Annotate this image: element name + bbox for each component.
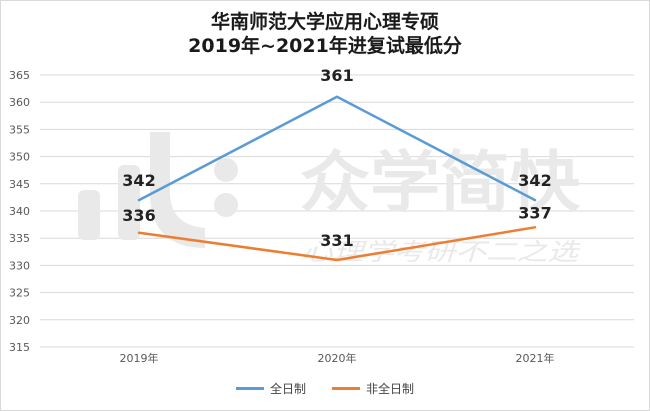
x-tick-label: 2020年 [318, 351, 357, 365]
watermark-logo-dot [214, 193, 238, 217]
data-label: 337 [518, 203, 551, 222]
y-tick-label: 350 [9, 151, 30, 164]
watermark-logo-hook [150, 132, 205, 248]
y-tick-label: 365 [9, 69, 30, 82]
legend-label-full-time: 全日制 [269, 382, 306, 396]
legend-swatch-full-time [235, 387, 264, 390]
legend-label-part-time: 非全日制 [366, 382, 415, 396]
watermark-logo-bar [118, 165, 140, 240]
y-tick-label: 335 [9, 232, 30, 245]
data-label: 342 [518, 171, 551, 190]
x-tick-label: 2019年 [120, 351, 159, 365]
watermark-logo-bar [78, 190, 100, 240]
series-line-1 [137, 226, 537, 262]
legend-item-full-time[interactable]: 全日制 [235, 380, 306, 397]
legend-item-part-time[interactable]: 非全日制 [332, 380, 414, 397]
series-line-0 [137, 95, 537, 202]
data-label: 361 [320, 66, 353, 85]
y-tick-label: 320 [9, 314, 30, 327]
y-tick-label: 325 [9, 287, 30, 300]
y-tick-label: 355 [9, 123, 30, 136]
y-tick-label: 360 [9, 96, 30, 109]
watermark-logo-dot [214, 158, 238, 182]
watermark-logo [78, 132, 238, 248]
legend-swatch-part-time [332, 387, 360, 390]
y-tick-label: 330 [9, 259, 30, 272]
data-labels: 342 361 342 336 331 337 [122, 66, 551, 250]
chart-title-line-2: 2019年~2021年进复试最低分 [188, 35, 462, 57]
chart-legend: 全日制 非全日制 [0, 380, 650, 397]
y-tick-label: 345 [9, 178, 30, 191]
chart-title-line-1: 华南师范大学应用心理专硕 [210, 11, 439, 33]
y-tick-label: 315 [9, 341, 30, 354]
series-lines [137, 95, 537, 262]
watermark-brand-text: 众学简快 [300, 144, 581, 221]
y-axis-ticks: 315 320 325 330 335 340 345 350 355 360 365 [9, 69, 30, 354]
x-axis-ticks: 2019年 2020年 2021年 [120, 351, 555, 365]
data-label: 336 [122, 206, 155, 225]
y-tick-label: 340 [9, 205, 30, 218]
x-tick-label: 2021年 [516, 351, 555, 365]
data-label: 331 [320, 231, 353, 250]
data-label: 342 [122, 171, 155, 190]
